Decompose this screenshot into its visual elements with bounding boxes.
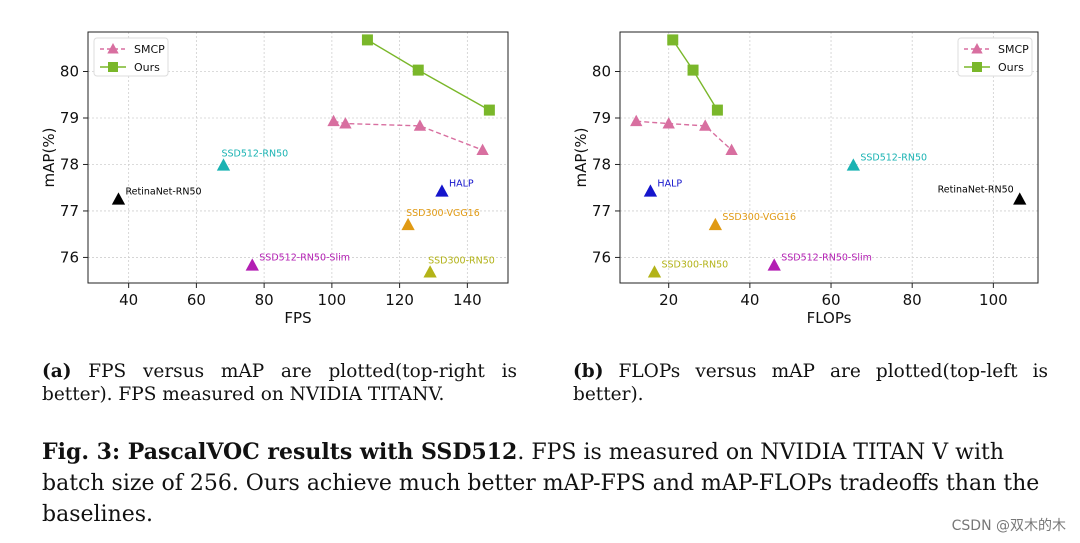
data-point [667,34,679,46]
y-axis-label: mAP(%) [40,128,58,188]
y-tick-label: 76 [592,248,611,266]
data-point [699,119,712,131]
y-tick-label: 78 [60,155,79,173]
subcaption-a: (a) FPS versus mAP are plotted(top-right… [42,360,517,406]
series-ours [361,34,495,116]
plot-frame [619,31,1039,284]
x-tick-label: 140 [453,291,482,309]
watermark: CSDN @双木的木 [951,518,1066,534]
baseline-marker [216,158,231,171]
baseline-marker [401,217,415,231]
fps-vs-map-chart: 40 60 80 100 120 140 76 77 78 79 80 FPS mAP(%) Retina… [40,31,509,327]
x-tick-label: 80 [903,291,922,309]
legend: SMCP Ours [93,37,169,77]
baseline-label: HALP [657,178,682,189]
baseline-label: SSD300-RN50 [661,259,728,270]
legend: SMCP Ours [957,37,1033,77]
subcaption-b: (b) FLOPs versus mAP are plotted(top-lef… [573,360,1048,406]
x-tick-label: 100 [318,291,347,309]
flops-vs-map-chart: 20 40 60 80 100 76 77 78 79 80 FLOPs mAP(%) RetinaNe… [572,31,1039,327]
baseline-label: HALP [449,178,474,189]
y-tick-label: 79 [592,109,611,127]
data-point [483,104,495,116]
data-point [687,64,699,76]
x-tick-label: 100 [979,291,1008,309]
baseline-label: RetinaNet-RN50 [938,184,1014,195]
baseline-label: SSD300-VGG16 [406,208,480,219]
grid-lines [620,32,1038,283]
y-tick-label: 76 [60,248,79,266]
y-tick-label: 80 [592,63,611,81]
data-point [413,119,427,131]
legend-marker [107,43,119,54]
plot-frame [87,31,509,284]
legend-label: SMCP [998,43,1029,56]
baseline-label: SSD512-RN50 [221,148,288,159]
series-line [636,120,733,151]
x-axis-label: FLOPs [807,309,852,327]
legend-marker [971,43,983,54]
data-point [711,104,723,116]
x-tick-label: 60 [821,291,840,309]
y-tick-label: 77 [592,202,611,220]
baseline-label: SSD300-RN50 [428,255,495,266]
data-point [339,117,352,129]
data-point [361,34,373,46]
data-point [412,64,424,76]
y-tick-label: 77 [60,202,79,220]
baseline-marker [767,258,781,271]
subcaption-b-text: FLOPs versus mAP are plotted(top-left is… [573,361,1048,405]
baseline-marker [643,184,658,197]
baseline-marker [647,265,662,278]
baseline-label: SSD512-RN50-Slim [781,252,872,263]
baseline-label: SSD512-RN50 [860,152,927,163]
series-line [367,39,490,111]
legend-marker [108,62,118,72]
y-tick-label: 80 [60,63,79,81]
x-tick-label: 80 [255,291,274,309]
x-tick-label: 20 [659,291,678,309]
x-tick-label: 40 [740,291,759,309]
figure-caption-text: . FPS is measured on NVIDIA TITAN V with… [42,440,1040,527]
baseline-marker [1013,192,1027,205]
subcaption-a-text: FPS versus mAP are plotted(top-right is … [42,361,518,405]
baseline-marker [111,192,126,205]
figure-caption: Fig. 3: PascalVOC results with SSD512. F… [42,437,1044,530]
series-line [333,120,483,151]
y-tick-label: 79 [60,109,79,127]
series-ours [667,34,723,116]
legend-label: Ours [134,61,160,74]
baseline-marker [435,184,449,197]
x-tick-label: 120 [385,291,414,309]
data-point [662,117,675,129]
data-point [476,143,489,155]
data-point [327,114,340,127]
baseline-marker [245,258,259,271]
subcaption-a-tag: (a) [42,361,72,382]
data-point [630,114,643,127]
baseline-label: SSD300-VGG16 [722,212,796,223]
legend-marker [972,62,982,72]
baseline-label: SSD512-RN50-Slim [259,252,350,263]
y-axis-label: mAP(%) [572,128,590,188]
baseline-marker [423,265,437,278]
legend-label: SMCP [134,43,165,56]
baseline-marker [846,158,860,171]
data-point [725,143,738,155]
x-axis-label: FPS [284,309,311,327]
series-smcp [630,114,738,155]
x-tick-label: 60 [187,291,206,309]
subcaption-b-tag: (b) [573,361,604,382]
legend-label: Ours [998,61,1024,74]
baseline-label: RetinaNet-RN50 [125,186,201,197]
x-tick-label: 40 [119,291,138,309]
figure-caption-title: Fig. 3: PascalVOC results with SSD512 [42,439,518,465]
series-smcp [327,114,489,155]
baseline-marker [708,217,723,231]
y-tick-label: 78 [592,155,611,173]
